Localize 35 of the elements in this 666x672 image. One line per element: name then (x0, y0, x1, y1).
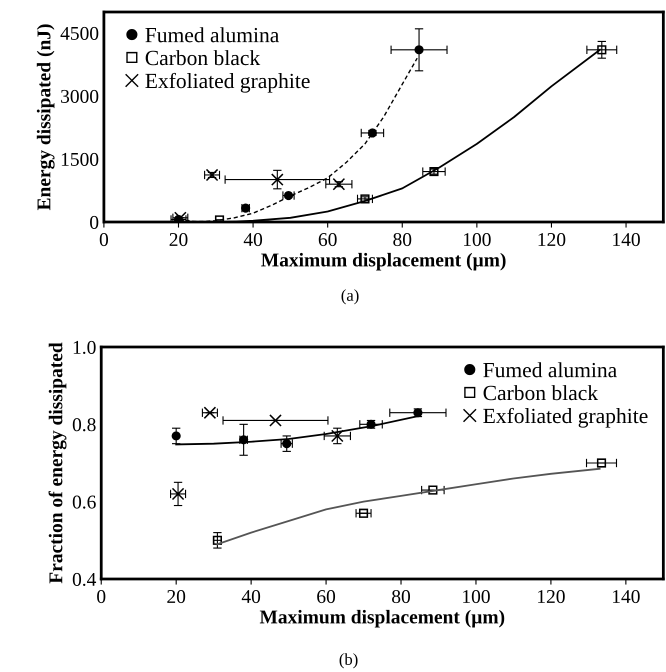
y-tick-label: 0.6 (72, 495, 96, 509)
text: (a) (342, 289, 359, 304)
text: (b) (340, 653, 358, 668)
y-tick-label: 3000 (61, 90, 98, 103)
x-tick-label: 20 (167, 590, 186, 604)
y-tick-label: 4500 (60, 26, 98, 40)
x-tick-label: 80 (393, 232, 412, 246)
x-tick-label: 120 (538, 590, 565, 604)
legend-label: Fumed alumina (145, 27, 280, 42)
x-tick-label: 20 (170, 232, 188, 246)
y-tick-label: 1500 (62, 152, 98, 166)
y-tick-label: 0.4 (72, 572, 96, 586)
x-tick-label: 120 (538, 232, 566, 246)
x-tick-label: 40 (244, 232, 262, 246)
x-tick-label: 0 (100, 232, 108, 246)
y-tick-label: 1.0 (74, 340, 96, 354)
legend-label: Exfoliated graphite (483, 408, 648, 428)
legend-label: Fumed alumina (483, 362, 617, 378)
x-tick-label: 100 (463, 590, 490, 604)
y-axis-title: Fraction of energy dissipated (48, 342, 67, 584)
legend-label: Exfoliated graphite (145, 72, 310, 93)
x-tick-label: 60 (317, 590, 336, 604)
x-tick-label: 140 (612, 590, 640, 604)
x-tick-label: 40 (242, 590, 260, 604)
y-tick-label: 0.8 (72, 418, 96, 432)
legend-label: Carbon black (484, 385, 598, 400)
y-tick-label: 0 (90, 216, 98, 229)
legend-label: Carbon black (146, 50, 260, 66)
x-axis-title: Maximum displacement (µm) (260, 610, 504, 628)
x-axis-title: Maximum displacement (µm) (261, 252, 506, 270)
x-tick-label: 140 (613, 232, 640, 246)
y-axis-title: Energy dissipated (nJ) (36, 24, 55, 210)
x-tick-label: 100 (464, 232, 491, 246)
x-tick-label: 60 (318, 232, 337, 246)
x-tick-label: 80 (392, 590, 410, 604)
